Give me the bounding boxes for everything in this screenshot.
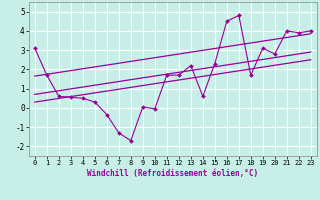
X-axis label: Windchill (Refroidissement éolien,°C): Windchill (Refroidissement éolien,°C) bbox=[87, 169, 258, 178]
